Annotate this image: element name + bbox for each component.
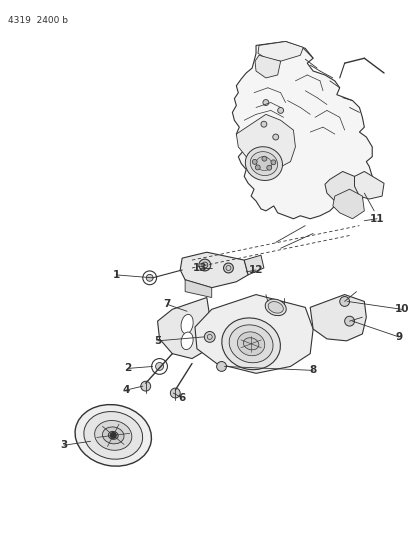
Circle shape xyxy=(204,332,215,342)
Circle shape xyxy=(224,263,233,273)
Text: 10: 10 xyxy=(395,304,408,314)
Polygon shape xyxy=(355,172,384,199)
Ellipse shape xyxy=(75,405,151,466)
Circle shape xyxy=(345,316,355,326)
Text: 4: 4 xyxy=(122,385,130,395)
Text: 3: 3 xyxy=(60,440,68,450)
Polygon shape xyxy=(233,42,372,219)
Polygon shape xyxy=(244,255,264,275)
Ellipse shape xyxy=(181,314,193,334)
Polygon shape xyxy=(236,115,295,169)
Text: 9: 9 xyxy=(395,332,402,342)
Text: 1: 1 xyxy=(113,270,120,280)
Ellipse shape xyxy=(84,411,143,459)
Circle shape xyxy=(278,108,284,114)
Polygon shape xyxy=(195,295,313,373)
Circle shape xyxy=(255,165,260,170)
Circle shape xyxy=(143,271,157,285)
Ellipse shape xyxy=(243,338,259,350)
Circle shape xyxy=(146,274,153,281)
Ellipse shape xyxy=(229,325,273,363)
Text: 7: 7 xyxy=(164,300,171,310)
Ellipse shape xyxy=(237,332,265,356)
Text: 2: 2 xyxy=(124,364,132,374)
Text: 11: 11 xyxy=(370,214,384,224)
Polygon shape xyxy=(157,297,212,359)
Polygon shape xyxy=(255,55,281,78)
Circle shape xyxy=(217,361,226,372)
Text: 5: 5 xyxy=(154,336,161,346)
Circle shape xyxy=(261,121,267,127)
Circle shape xyxy=(252,159,257,164)
Ellipse shape xyxy=(109,431,118,439)
Text: 8: 8 xyxy=(310,366,317,375)
Circle shape xyxy=(141,381,151,391)
Circle shape xyxy=(155,362,164,370)
Ellipse shape xyxy=(102,427,124,444)
Text: 6: 6 xyxy=(179,393,186,403)
Circle shape xyxy=(273,134,279,140)
Circle shape xyxy=(262,156,267,161)
Ellipse shape xyxy=(268,302,283,313)
Ellipse shape xyxy=(250,151,277,175)
Ellipse shape xyxy=(222,318,280,370)
Ellipse shape xyxy=(265,299,286,316)
Ellipse shape xyxy=(95,421,132,450)
Circle shape xyxy=(267,165,272,170)
Circle shape xyxy=(152,359,167,374)
Text: 4319  2400 b: 4319 2400 b xyxy=(8,16,68,25)
Polygon shape xyxy=(333,189,364,219)
Polygon shape xyxy=(180,252,248,288)
Circle shape xyxy=(171,388,180,398)
Ellipse shape xyxy=(181,332,193,350)
Polygon shape xyxy=(325,172,362,206)
Text: 12: 12 xyxy=(249,265,263,275)
Ellipse shape xyxy=(256,157,272,171)
Circle shape xyxy=(110,432,116,438)
Circle shape xyxy=(199,259,211,271)
Circle shape xyxy=(340,296,350,306)
Ellipse shape xyxy=(245,147,282,181)
Circle shape xyxy=(263,100,269,106)
Polygon shape xyxy=(258,42,303,61)
Text: 13: 13 xyxy=(193,263,207,273)
Circle shape xyxy=(271,160,276,165)
Polygon shape xyxy=(310,295,366,341)
Polygon shape xyxy=(185,280,212,297)
